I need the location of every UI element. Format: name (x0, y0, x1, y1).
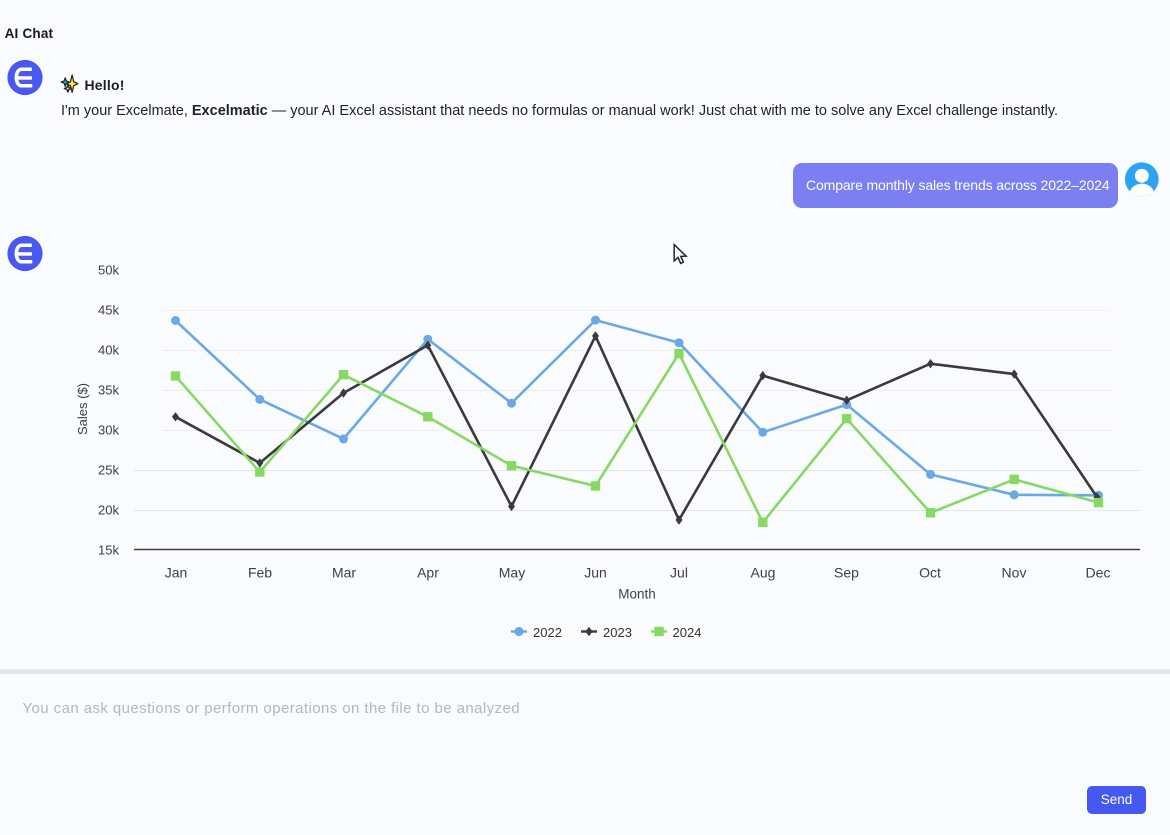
svg-text:Nov: Nov (1002, 565, 1027, 581)
svg-text:Jan: Jan (165, 565, 188, 581)
svg-text:35k: 35k (98, 383, 119, 398)
svg-text:25k: 25k (98, 463, 119, 478)
svg-text:Dec: Dec (1086, 565, 1111, 581)
svg-text:Sales ($): Sales ($) (75, 383, 90, 435)
svg-text:2022: 2022 (533, 625, 562, 640)
svg-text:15k: 15k (98, 543, 119, 558)
svg-text:Oct: Oct (919, 565, 941, 581)
svg-text:Mar: Mar (332, 565, 356, 581)
svg-text:Aug: Aug (751, 565, 776, 581)
svg-text:Jun: Jun (584, 565, 607, 581)
svg-text:Jul: Jul (670, 565, 688, 581)
svg-text:45k: 45k (98, 303, 119, 318)
svg-text:Feb: Feb (248, 565, 272, 581)
svg-text:40k: 40k (98, 343, 119, 358)
svg-text:Sep: Sep (834, 565, 859, 581)
svg-text:2023: 2023 (603, 625, 632, 640)
svg-text:2024: 2024 (673, 625, 702, 640)
svg-text:30k: 30k (98, 423, 119, 438)
svg-text:May: May (499, 565, 525, 581)
svg-text:Apr: Apr (417, 565, 439, 581)
svg-text:Month: Month (618, 587, 656, 602)
svg-text:20k: 20k (98, 503, 119, 518)
svg-text:50k: 50k (98, 263, 119, 278)
